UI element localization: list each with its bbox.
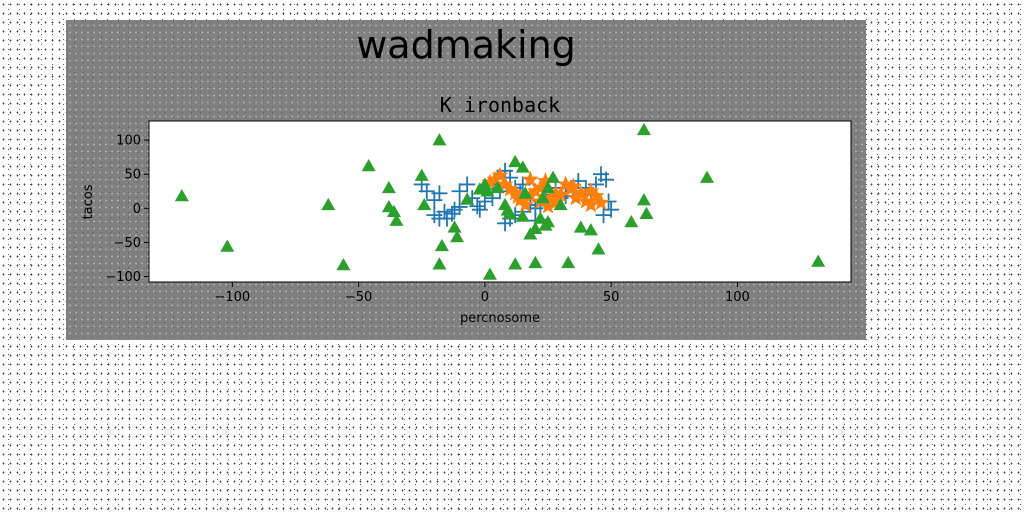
axes-title: K ironback bbox=[440, 93, 560, 117]
point-s2-8 bbox=[389, 213, 404, 226]
point-s1-3 bbox=[496, 175, 514, 192]
y-tick-label-4: 100 bbox=[116, 134, 141, 149]
point-s2-29 bbox=[528, 221, 543, 235]
point-s1-1 bbox=[486, 170, 504, 187]
point-s2-30 bbox=[528, 255, 543, 269]
point-s2-20 bbox=[482, 267, 497, 280]
point-s1-12 bbox=[541, 189, 560, 206]
point-s0-3 bbox=[431, 185, 448, 202]
point-s2-12 bbox=[434, 238, 449, 252]
point-s2-10 bbox=[417, 197, 432, 211]
point-s1-17 bbox=[567, 189, 585, 206]
point-s0-10 bbox=[451, 198, 468, 215]
point-s1-27 bbox=[564, 177, 582, 194]
point-s1-5 bbox=[506, 184, 524, 201]
plot-area bbox=[148, 120, 852, 283]
point-s2-27 bbox=[518, 186, 533, 199]
point-s1-21 bbox=[587, 187, 605, 204]
figure-suptitle: wadmaking bbox=[356, 23, 576, 67]
point-s2-26 bbox=[515, 160, 530, 173]
point-s1-25 bbox=[509, 187, 527, 205]
point-s1-20 bbox=[582, 195, 600, 213]
point-s2-7 bbox=[386, 204, 401, 217]
y-tick-label-1: −50 bbox=[114, 236, 141, 251]
x-tick-label-0: −100 bbox=[214, 290, 250, 305]
point-s2-48 bbox=[540, 180, 555, 194]
y-tick-label-2: 0 bbox=[133, 202, 141, 217]
point-s2-2 bbox=[321, 197, 336, 211]
figure-canvas: wadmaking K ironback −100 −50 0 50 100 −100 −5… bbox=[66, 20, 866, 340]
x-tick-label-1: −50 bbox=[345, 290, 372, 305]
point-s2-41 bbox=[636, 122, 651, 136]
point-s2-40 bbox=[624, 214, 639, 228]
point-s2-45 bbox=[811, 254, 826, 267]
axis-ticks: −100 −50 0 50 100 −100 −50 0 50 100 bbox=[105, 134, 749, 305]
point-s1-11 bbox=[536, 172, 555, 189]
point-s2-4 bbox=[361, 159, 376, 172]
point-s2-37 bbox=[573, 220, 588, 233]
point-s2-34 bbox=[540, 214, 555, 228]
point-s2-23 bbox=[503, 206, 518, 220]
point-s2-19 bbox=[480, 184, 495, 197]
point-s2-11 bbox=[432, 133, 447, 146]
point-s1-7 bbox=[516, 195, 534, 213]
point-s0-44 bbox=[598, 171, 615, 188]
point-s2-15 bbox=[450, 229, 465, 243]
point-s1-29 bbox=[582, 182, 600, 199]
point-s1-10 bbox=[531, 178, 549, 196]
x-axis-label: percnosome bbox=[460, 311, 540, 326]
point-s2-43 bbox=[639, 206, 654, 220]
point-s1-2 bbox=[491, 166, 509, 183]
point-s0-15 bbox=[471, 201, 488, 218]
point-s1-0 bbox=[481, 173, 499, 190]
point-s2-0 bbox=[174, 189, 189, 202]
point-s2-42 bbox=[636, 193, 651, 206]
point-s2-24 bbox=[508, 154, 523, 168]
point-s2-25 bbox=[508, 257, 523, 270]
y-tick-label-0: −100 bbox=[105, 270, 141, 285]
scatter-chart: wadmaking K ironback −100 −50 0 50 100 −100 −5… bbox=[81, 23, 852, 326]
point-s1-19 bbox=[577, 192, 595, 209]
point-s2-47 bbox=[553, 197, 568, 211]
point-s1-9 bbox=[526, 182, 544, 199]
point-s2-36 bbox=[561, 255, 576, 269]
point-s0-12 bbox=[459, 176, 476, 193]
point-s2-32 bbox=[535, 191, 550, 204]
point-s2-44 bbox=[700, 170, 715, 183]
point-s2-35 bbox=[546, 170, 561, 183]
point-s1-18 bbox=[572, 184, 590, 201]
y-tick-label-3: 50 bbox=[124, 168, 141, 183]
point-s2-16 bbox=[460, 192, 475, 205]
point-s0-8 bbox=[444, 205, 461, 222]
point-s1-4 bbox=[501, 180, 519, 197]
point-s1-26 bbox=[546, 184, 565, 201]
point-s2-3 bbox=[336, 257, 351, 271]
point-s1-23 bbox=[521, 170, 539, 187]
x-tick-label-3: 50 bbox=[603, 290, 620, 305]
point-s2-14 bbox=[447, 220, 462, 233]
point-s2-39 bbox=[591, 242, 606, 255]
y-axis-label: tacos bbox=[81, 184, 96, 219]
x-tick-label-2: 0 bbox=[481, 290, 489, 305]
point-s2-46 bbox=[490, 180, 505, 194]
point-s2-5 bbox=[381, 180, 396, 194]
point-s1-15 bbox=[557, 175, 575, 192]
point-s2-1 bbox=[220, 239, 235, 252]
x-tick-label-4: 100 bbox=[725, 290, 750, 305]
data-marks bbox=[174, 122, 826, 280]
point-s0-1 bbox=[418, 183, 435, 200]
point-s2-9 bbox=[414, 168, 429, 181]
point-s2-31 bbox=[533, 211, 548, 224]
point-s0-11 bbox=[451, 183, 468, 200]
point-s2-13 bbox=[432, 257, 447, 270]
point-s2-49 bbox=[515, 209, 530, 222]
point-s1-28 bbox=[539, 197, 557, 214]
point-s1-13 bbox=[546, 193, 565, 211]
point-s2-38 bbox=[583, 223, 598, 236]
point-s1-14 bbox=[552, 185, 570, 202]
point-s1-22 bbox=[592, 193, 610, 211]
